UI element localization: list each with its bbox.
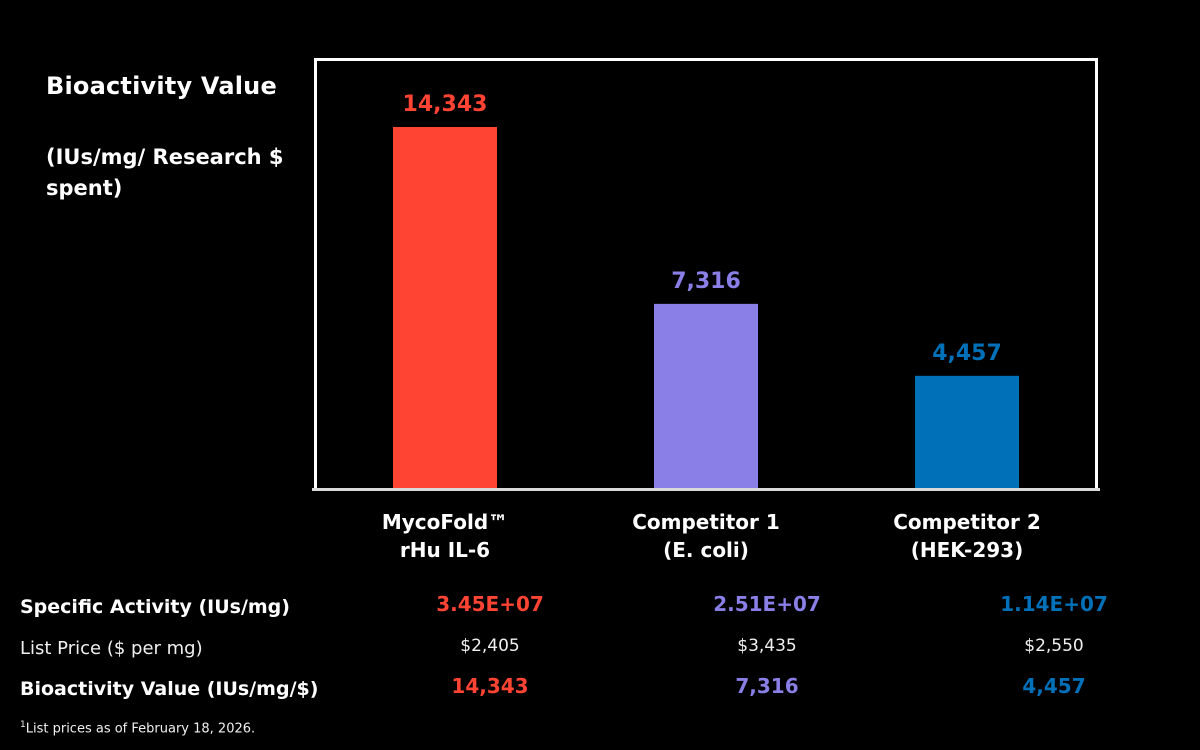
data-label-mycofold: 14,343 (403, 92, 488, 117)
row-label-bioactivity-value: Bioactivity Value (IUs/mg/$) (20, 678, 319, 700)
x-label-line: (E. coli) (663, 538, 749, 562)
x-label-line: Competitor 1 (632, 510, 780, 534)
x-label-line: Competitor 2 (893, 510, 1041, 534)
cell-bioactivity-mycofold: 14,343 (451, 674, 529, 698)
x-label-line: (HEK-293) (910, 538, 1024, 562)
data-label-competitor-2: 4,457 (932, 341, 1002, 366)
row-label-specific-activity: Specific Activity (IUs/mg) (20, 596, 290, 618)
data-label-competitor-1: 7,316 (671, 269, 741, 294)
x-axis-baseline (312, 488, 1100, 491)
footnote: 1List prices as of February 18, 2026. (20, 720, 255, 736)
bar-competitor-2 (915, 375, 1019, 488)
cell-specific-activity-competitor-1: 2.51E+07 (713, 592, 821, 616)
x-label-line: MycoFold™ (381, 510, 509, 534)
x-label-line: rHu IL-6 (399, 538, 491, 562)
cell-list-price-competitor-2: $2,550 (1024, 636, 1084, 656)
cell-bioactivity-competitor-1: 7,316 (735, 674, 799, 698)
row-label-list-price: List Price ($ per mg) (20, 638, 203, 659)
bar-mycofold (393, 127, 497, 488)
footnote-text: List prices as of February 18, 2026. (25, 721, 256, 737)
x-label-competitor-2: Competitor 2 (HEK-293) (857, 508, 1077, 564)
bar-chart: 14,343 7,316 4,457 (393, 92, 1019, 488)
x-label-mycofold: MycoFold™ rHu IL-6 (335, 508, 555, 564)
chart-title: Bioactivity Value (46, 72, 277, 100)
cell-list-price-mycofold: $2,405 (460, 636, 520, 656)
bar-competitor-1 (654, 303, 758, 488)
cell-specific-activity-mycofold: 3.45E+07 (436, 592, 544, 616)
y-axis-label: (IUs/mg/ Research $ spent) (46, 145, 284, 200)
cell-bioactivity-competitor-2: 4,457 (1022, 674, 1086, 698)
x-label-competitor-1: Competitor 1 (E. coli) (596, 508, 816, 564)
plot-frame (314, 58, 1098, 490)
footnote-marker: 1 (20, 720, 26, 730)
cell-specific-activity-competitor-2: 1.14E+07 (1000, 592, 1108, 616)
cell-list-price-competitor-1: $3,435 (737, 636, 797, 656)
